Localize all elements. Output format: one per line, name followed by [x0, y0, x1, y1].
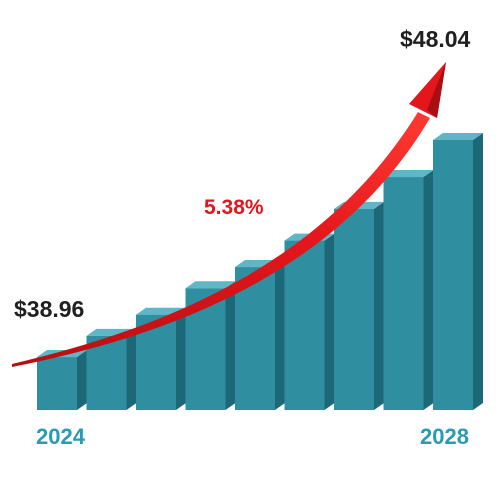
bar-side — [374, 201, 384, 410]
start-year-label: 2024 — [36, 424, 85, 449]
end-value-label: $48.04 — [400, 26, 471, 52]
bar-side — [176, 307, 186, 410]
bar-side — [77, 350, 87, 410]
bar — [334, 201, 384, 410]
growth-arrow — [12, 62, 446, 367]
bar-side — [473, 133, 483, 410]
growth-rate-label: 5.38% — [204, 196, 264, 219]
bar — [284, 233, 335, 410]
end-year-label: 2028 — [420, 424, 469, 449]
bar — [86, 328, 137, 410]
bar-front — [383, 177, 424, 410]
growth-arrow-head-shade — [427, 62, 446, 118]
bar — [433, 133, 483, 410]
bar-front — [433, 140, 473, 410]
bar-front — [37, 357, 77, 410]
bar-side — [275, 260, 285, 410]
bar-top — [185, 281, 236, 289]
bar-front — [334, 208, 374, 410]
bar-front — [284, 240, 325, 410]
bar-side — [423, 170, 434, 410]
bar-front — [86, 335, 127, 410]
start-value-label: $38.96 — [14, 296, 85, 322]
bar — [383, 170, 434, 410]
bar-side — [225, 281, 236, 410]
bar — [37, 350, 87, 410]
bar-side — [324, 233, 335, 410]
bar — [185, 281, 236, 410]
bar-top — [433, 133, 483, 140]
bar-top — [383, 170, 434, 178]
bar-side — [126, 328, 137, 410]
